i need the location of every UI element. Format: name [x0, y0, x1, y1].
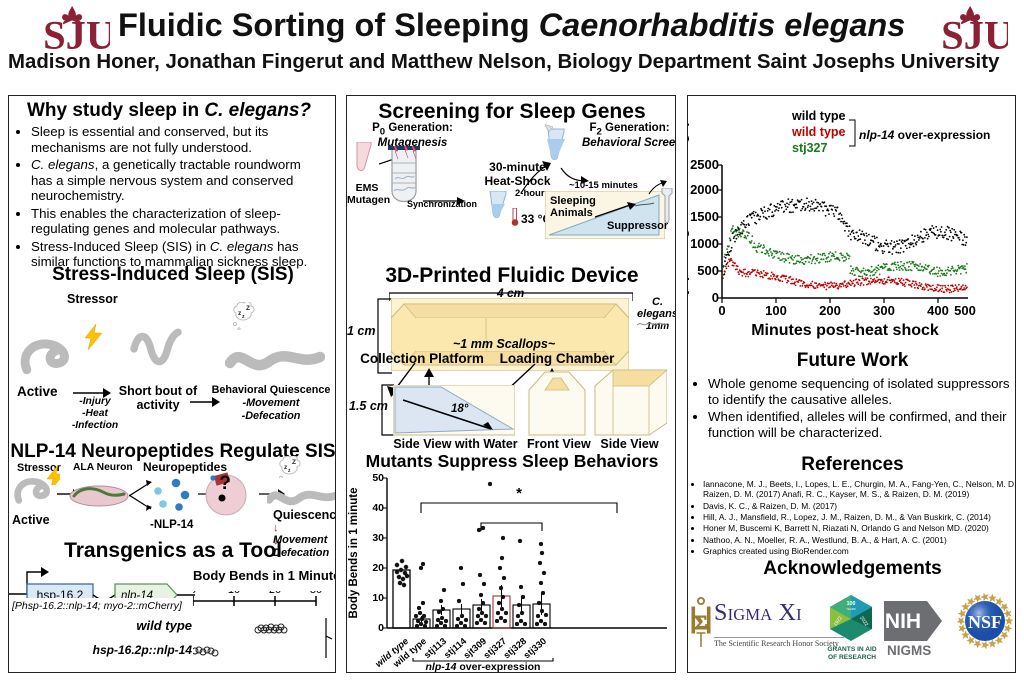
- svg-text:500: 500: [697, 263, 719, 278]
- svg-text:stj330: stj330: [522, 636, 549, 661]
- svg-text:2500: 2500: [690, 157, 719, 172]
- svg-text:400: 400: [927, 303, 949, 318]
- svg-text:Minutes post-heat shock: Minutes post-heat shock: [751, 322, 939, 339]
- svg-text:18°: 18°: [451, 403, 469, 415]
- svg-text:nlp-14 over-expression: nlp-14 over-expression: [426, 661, 541, 673]
- svg-text:20: 20: [372, 562, 384, 574]
- svg-text:hsp-16.2: hsp-16.2: [37, 588, 84, 598]
- svg-text:NSF: NSF: [968, 612, 1002, 632]
- svg-text:?: ?: [219, 473, 231, 494]
- svg-text:1000: 1000: [690, 236, 719, 251]
- svg-text:0: 0: [718, 303, 725, 318]
- svg-text:300: 300: [873, 303, 895, 318]
- svg-text:10: 10: [372, 592, 384, 604]
- svg-text:wild type: wild type: [791, 109, 846, 123]
- svg-text:Activity (Average Pixel Change: Activity (Average Pixel Change): [688, 121, 690, 339]
- svg-text:2000: 2000: [690, 182, 719, 197]
- svg-text:***: ***: [331, 644, 336, 658]
- svg-text:50: 50: [372, 472, 384, 484]
- svg-text:0: 0: [193, 591, 196, 596]
- svg-text:Σ: Σ: [694, 612, 707, 634]
- svg-text:nlp-14: nlp-14: [121, 590, 153, 598]
- svg-text:1500: 1500: [690, 209, 719, 224]
- svg-text:20: 20: [269, 591, 281, 596]
- svg-text:100: 100: [765, 303, 787, 318]
- svg-text:NIH: NIH: [885, 610, 921, 633]
- svg-text:wild type: wild type: [791, 125, 846, 139]
- svg-text:10: 10: [228, 591, 240, 596]
- svg-text:*: *: [516, 485, 522, 502]
- svg-text:30: 30: [310, 591, 322, 596]
- svg-text:40: 40: [372, 502, 384, 514]
- svg-text:YEARS: YEARS: [846, 607, 856, 611]
- svg-text:200: 200: [819, 303, 841, 318]
- svg-text:stj327: stj327: [792, 141, 827, 155]
- svg-text:500: 500: [954, 303, 976, 318]
- svg-text:30: 30: [372, 532, 384, 544]
- svg-text:nlp-14 over-expression: nlp-14 over-expression: [859, 128, 990, 142]
- svg-text:Body Bends in 1 minute: Body Bends in 1 minute: [348, 488, 360, 619]
